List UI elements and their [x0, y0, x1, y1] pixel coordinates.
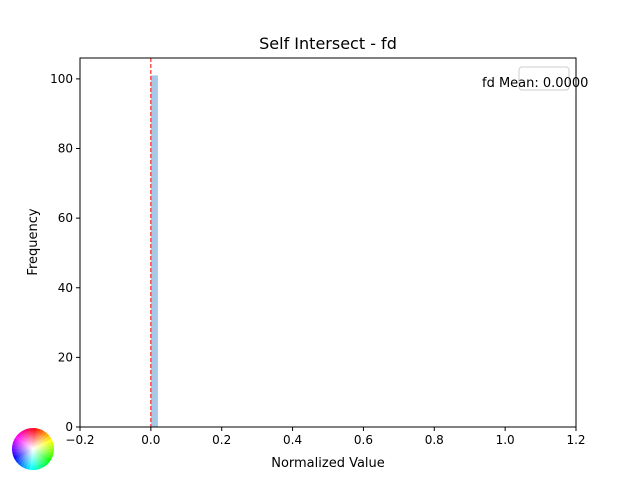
x-tick-label: 1.0: [496, 433, 515, 447]
x-tick-label: 0.4: [283, 433, 302, 447]
x-tick-label: 1.2: [566, 433, 585, 447]
x-tick-label: 0.8: [425, 433, 444, 447]
plot-content: [150, 58, 158, 427]
y-tick-label: 40: [58, 281, 73, 295]
y-tick-label: 60: [58, 211, 73, 225]
color-wheel-center: [12, 428, 54, 470]
y-tick-label: 80: [58, 142, 73, 156]
x-tick-label: −0.2: [65, 433, 94, 447]
axes-frame: [79, 57, 577, 428]
y-tick-label: 0: [65, 420, 73, 434]
legend-mean-label: fd Mean: 0.0000: [482, 76, 588, 91]
x-tick-label: 0.2: [212, 433, 231, 447]
x-tick-label: 0.0: [141, 433, 160, 447]
legend-box: [518, 66, 570, 91]
y-tick-label: 100: [50, 72, 73, 86]
chart-title: Self Intersect - fd: [259, 34, 397, 53]
x-axis-ticks: −0.2 0.0 0.2 0.4 0.6 0.8 1.0 1.2: [65, 427, 586, 447]
histogram-bar: [150, 75, 158, 427]
legend: fd Mean: 0.0000: [482, 66, 588, 91]
x-tick-label: 0.6: [354, 433, 373, 447]
y-axis-label: Frequency: [26, 208, 41, 275]
y-tick-label: 20: [58, 350, 73, 364]
color-wheel-icon: [12, 428, 55, 470]
x-axis-label: Normalized Value: [271, 456, 385, 471]
y-axis-ticks: 0 20 40 60 80 100: [50, 72, 80, 434]
